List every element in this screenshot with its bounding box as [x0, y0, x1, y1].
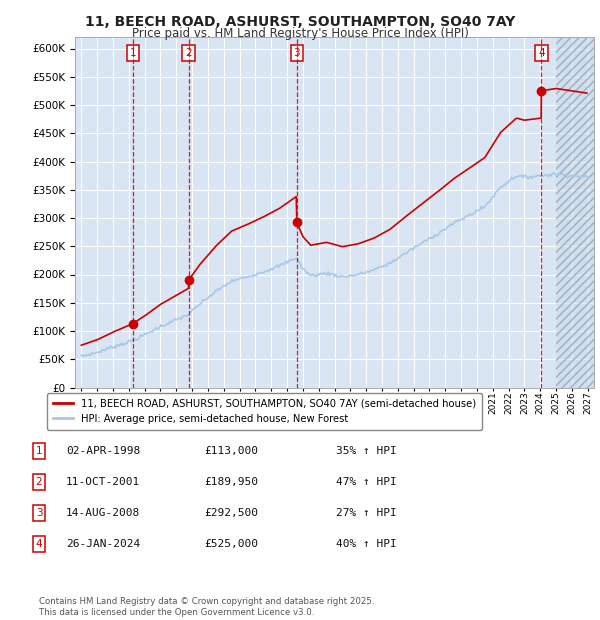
Text: Contains HM Land Registry data © Crown copyright and database right 2025.
This d: Contains HM Land Registry data © Crown c…: [39, 598, 374, 617]
Text: £292,500: £292,500: [204, 508, 258, 518]
Text: 40% ↑ HPI: 40% ↑ HPI: [336, 539, 397, 549]
Text: 2: 2: [185, 48, 192, 58]
Text: £189,950: £189,950: [204, 477, 258, 487]
Text: 3: 3: [293, 48, 300, 58]
Text: 11, BEECH ROAD, ASHURST, SOUTHAMPTON, SO40 7AY: 11, BEECH ROAD, ASHURST, SOUTHAMPTON, SO…: [85, 16, 515, 30]
Text: 4: 4: [35, 539, 43, 549]
Text: 47% ↑ HPI: 47% ↑ HPI: [336, 477, 397, 487]
Text: £525,000: £525,000: [204, 539, 258, 549]
Text: 1: 1: [130, 48, 136, 58]
Text: 11-OCT-2001: 11-OCT-2001: [66, 477, 140, 487]
Legend: 11, BEECH ROAD, ASHURST, SOUTHAMPTON, SO40 7AY (semi-detached house), HPI: Avera: 11, BEECH ROAD, ASHURST, SOUTHAMPTON, SO…: [47, 392, 482, 430]
Bar: [556, 34, 594, 388]
Text: 2: 2: [35, 477, 43, 487]
Text: 1: 1: [35, 446, 43, 456]
Text: 3: 3: [35, 508, 43, 518]
Text: 27% ↑ HPI: 27% ↑ HPI: [336, 508, 397, 518]
Text: £113,000: £113,000: [204, 446, 258, 456]
Text: Price paid vs. HM Land Registry's House Price Index (HPI): Price paid vs. HM Land Registry's House …: [131, 27, 469, 40]
Text: 4: 4: [538, 48, 545, 58]
Text: 02-APR-1998: 02-APR-1998: [66, 446, 140, 456]
Text: 26-JAN-2024: 26-JAN-2024: [66, 539, 140, 549]
Text: 14-AUG-2008: 14-AUG-2008: [66, 508, 140, 518]
Text: 35% ↑ HPI: 35% ↑ HPI: [336, 446, 397, 456]
